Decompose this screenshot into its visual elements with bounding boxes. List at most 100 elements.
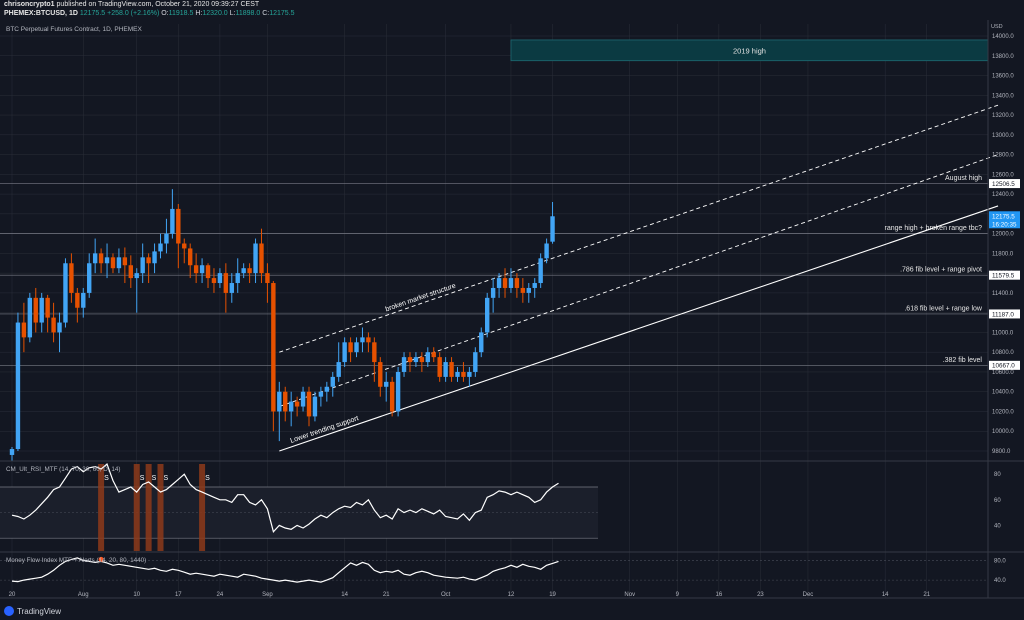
candle-body bbox=[372, 342, 377, 363]
price-tick: 12400.0 bbox=[992, 192, 1014, 198]
level-label: August high bbox=[945, 175, 982, 182]
candle-body bbox=[502, 278, 508, 288]
price-tick: 9800.0 bbox=[992, 449, 1011, 455]
author-name[interactable]: chrisoncrypto1 bbox=[4, 1, 55, 8]
candle-body bbox=[116, 257, 122, 269]
candle-body bbox=[455, 371, 460, 377]
candle-body bbox=[164, 233, 169, 244]
candles bbox=[9, 189, 555, 461]
candle-body bbox=[122, 257, 128, 266]
time-tick: 21 bbox=[383, 592, 390, 598]
tradingview-logo[interactable]: TradingView bbox=[4, 606, 61, 616]
time-tick: Oct bbox=[441, 592, 451, 598]
candle-body bbox=[51, 317, 56, 333]
level-tag: 11187.0 bbox=[992, 311, 1014, 318]
candle-body bbox=[217, 273, 223, 284]
candle-body bbox=[354, 342, 359, 353]
time-tick: Aug bbox=[78, 592, 89, 598]
price-tick: 13800.0 bbox=[992, 54, 1014, 60]
rsi-tick: 40 bbox=[994, 523, 1001, 529]
close-label: C: bbox=[262, 10, 270, 17]
level-tag-bg bbox=[989, 309, 1020, 319]
level-tag-bg bbox=[989, 270, 1020, 280]
candle-body bbox=[33, 297, 38, 323]
time-tick: 23 bbox=[757, 592, 764, 598]
candle-body bbox=[45, 297, 50, 318]
rsi-signal-bar bbox=[157, 464, 164, 551]
candle-body bbox=[508, 278, 514, 288]
open-label: O: bbox=[161, 10, 169, 17]
level-label: .382 fib level bbox=[943, 357, 983, 364]
candle-body bbox=[158, 243, 163, 252]
candle-body bbox=[330, 376, 335, 387]
rsi-signal-bar bbox=[133, 464, 140, 551]
candle-body bbox=[401, 357, 407, 372]
last-price-tag: 12175.5 bbox=[992, 213, 1015, 220]
symbol-label[interactable]: PHEMEX:BTCUSD, 1D bbox=[4, 10, 78, 17]
candle-body bbox=[193, 265, 199, 274]
time-tick: Dec bbox=[803, 592, 814, 598]
price-tick: 10000.0 bbox=[992, 429, 1014, 435]
candle-body bbox=[538, 258, 543, 284]
time-tick: 19 bbox=[549, 592, 556, 598]
price-tick: 13600.0 bbox=[992, 74, 1014, 80]
candle-body bbox=[532, 283, 537, 288]
candle-body bbox=[229, 283, 234, 293]
candle-body bbox=[348, 342, 353, 353]
time-tick: 14 bbox=[882, 592, 889, 598]
candle-body bbox=[312, 396, 318, 417]
chart-title: BTC Perpetual Futures Contract, 1D, PHEM… bbox=[6, 26, 142, 33]
time-tick: 24 bbox=[217, 592, 224, 598]
candle-body bbox=[324, 386, 330, 392]
candle-body bbox=[188, 248, 193, 266]
candle-body bbox=[75, 292, 80, 308]
candle-body bbox=[473, 352, 478, 372]
candle-body bbox=[300, 391, 306, 407]
candle-body bbox=[110, 257, 116, 269]
mfi-line bbox=[11, 557, 559, 583]
time-tick: 20 bbox=[9, 592, 16, 598]
candle-body bbox=[425, 352, 430, 363]
candle-body bbox=[288, 401, 294, 412]
candle-body bbox=[265, 273, 270, 284]
candle-body bbox=[152, 251, 157, 264]
candle-body bbox=[146, 257, 151, 264]
time-tick: Nov bbox=[624, 592, 635, 598]
countdown-tag: 16:20:35 bbox=[992, 221, 1017, 228]
candle-body bbox=[39, 297, 44, 323]
time-tick: Sep bbox=[262, 592, 273, 598]
candle-body bbox=[384, 381, 389, 387]
candle-body bbox=[407, 357, 413, 363]
candle-body bbox=[140, 257, 145, 274]
rsi-signal-bar bbox=[199, 464, 206, 551]
level-label: .618 fib level + range low bbox=[904, 305, 983, 312]
rsi-signal-label: S bbox=[152, 475, 157, 482]
rsi-signal-bar bbox=[98, 464, 105, 551]
tradingview-icon bbox=[4, 606, 14, 616]
open-value: 11918.5 bbox=[168, 10, 194, 17]
price-tick: 13400.0 bbox=[992, 93, 1014, 99]
price-tick: 12600.0 bbox=[992, 172, 1014, 178]
candle-body bbox=[170, 208, 175, 234]
time-tick: 14 bbox=[341, 592, 348, 598]
level-tag: 10667.0 bbox=[992, 363, 1015, 370]
price-tick: 14000.0 bbox=[992, 34, 1014, 40]
candle-body bbox=[176, 208, 181, 244]
candle-body bbox=[283, 391, 288, 412]
rsi-signal-label: S bbox=[104, 475, 109, 482]
candle-body bbox=[241, 268, 246, 274]
candle-body bbox=[520, 287, 526, 293]
candle-body bbox=[413, 357, 419, 363]
level-tag-bg bbox=[989, 179, 1020, 189]
high-value: 12320.0 bbox=[202, 10, 228, 17]
rsi-signal-bar bbox=[145, 464, 152, 551]
price-tick: 12000.0 bbox=[992, 232, 1014, 238]
candle-body bbox=[443, 362, 448, 377]
time-tick: 21 bbox=[923, 592, 930, 598]
candle-body bbox=[81, 292, 86, 308]
low-value: 11898.0 bbox=[235, 10, 261, 17]
candle-body bbox=[342, 342, 347, 363]
candle-body bbox=[490, 287, 496, 298]
candle-body bbox=[496, 278, 502, 288]
